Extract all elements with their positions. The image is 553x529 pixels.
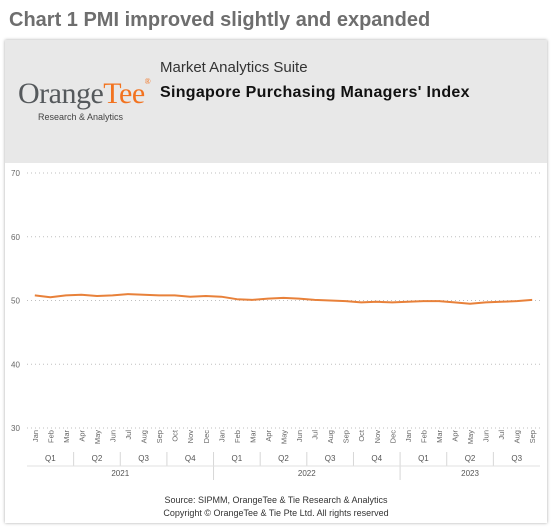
x-month-label: Sep (528, 430, 537, 443)
x-month-label: Sep (155, 430, 164, 443)
suite-label: Market Analytics Suite (160, 59, 308, 76)
x-quarter-label: Q4 (185, 454, 196, 463)
source-note: Source: SIPMM, OrangeTee & Tie Research … (164, 495, 388, 505)
x-month-label: Apr (451, 429, 460, 441)
x-quarter-label: Q3 (138, 454, 149, 463)
x-month-label: May (93, 430, 102, 444)
x-quarter-label: Q3 (511, 454, 522, 463)
x-month-label: May (280, 430, 289, 444)
y-tick-label: 50 (11, 297, 20, 306)
x-quarter-label: Q3 (325, 454, 336, 463)
copyright-note: Copyright © OrangeTee & Tie Pte Ltd. All… (163, 508, 389, 518)
x-month-label: Aug (513, 430, 522, 443)
x-month-label: May (466, 430, 475, 444)
x-month-label: Feb (419, 430, 428, 443)
header-band (5, 40, 547, 163)
x-month-label: Jun (109, 430, 118, 442)
x-year-label: 2022 (298, 469, 316, 478)
x-month-label: Nov (186, 430, 195, 444)
x-quarter-label: Q2 (92, 454, 103, 463)
y-tick-label: 60 (11, 233, 20, 242)
x-quarter-label: Q4 (371, 454, 382, 463)
x-month-label: Aug (140, 430, 149, 443)
logo-word-tee: Tee (103, 77, 145, 110)
x-month-label: Nov (373, 430, 382, 444)
x-month-label: Mar (248, 430, 257, 443)
logo-registered-mark: ® (144, 77, 151, 86)
y-tick-label: 40 (11, 360, 20, 369)
x-month-label: Jan (404, 430, 413, 442)
y-tick-label: 30 (11, 424, 20, 433)
logo-subtitle: Research & Analytics (38, 112, 124, 122)
chart-heading: Chart 1 PMI improved slightly and expand… (9, 9, 431, 31)
x-month-label: Oct (357, 429, 366, 442)
x-month-label: Mar (62, 430, 71, 443)
x-quarter-label: Q1 (232, 454, 243, 463)
pmi-series-line (34, 293, 533, 305)
x-month-label: Feb (46, 430, 55, 443)
orangetee-logo: OrangeTee® Research & Analytics (18, 77, 151, 122)
x-month-label: Apr (77, 429, 86, 441)
chart-title: Singapore Purchasing Managers' Index (160, 84, 470, 101)
x-month-label: Jul (311, 430, 320, 440)
x-month-label: Dec (202, 430, 211, 444)
x-month-label: Aug (326, 430, 335, 443)
chart-panel: OrangeTee® Research & Analytics Market A… (5, 40, 547, 523)
logo-word-orange: Orange (18, 77, 104, 110)
x-month-label: Jan (217, 430, 226, 442)
x-month-label: Jan (31, 430, 40, 442)
x-year-label: 2021 (111, 469, 129, 478)
x-quarter-label: Q2 (465, 454, 476, 463)
x-month-label: Sep (342, 430, 351, 443)
x-quarter-label: Q1 (418, 454, 429, 463)
x-month-label: Jun (295, 430, 304, 442)
x-month-label: Mar (435, 430, 444, 443)
x-year-label: 2023 (461, 469, 479, 478)
x-quarter-label: Q2 (278, 454, 289, 463)
x-month-label: Dec (388, 430, 397, 444)
x-month-label: Jun (482, 430, 491, 442)
x-month-label: Jul (497, 430, 506, 440)
y-tick-label: 70 (11, 169, 20, 178)
x-month-label: Apr (264, 429, 273, 441)
pmi-line-chart: 30 40 50 60 70 Jan Feb Mar Apr May Jun Jul Aug Sep Oct… (11, 169, 540, 480)
x-month-label: Oct (171, 429, 180, 442)
x-month-label: Feb (233, 430, 242, 443)
x-month-label: Jul (124, 430, 133, 440)
x-quarter-label: Q1 (45, 454, 56, 463)
